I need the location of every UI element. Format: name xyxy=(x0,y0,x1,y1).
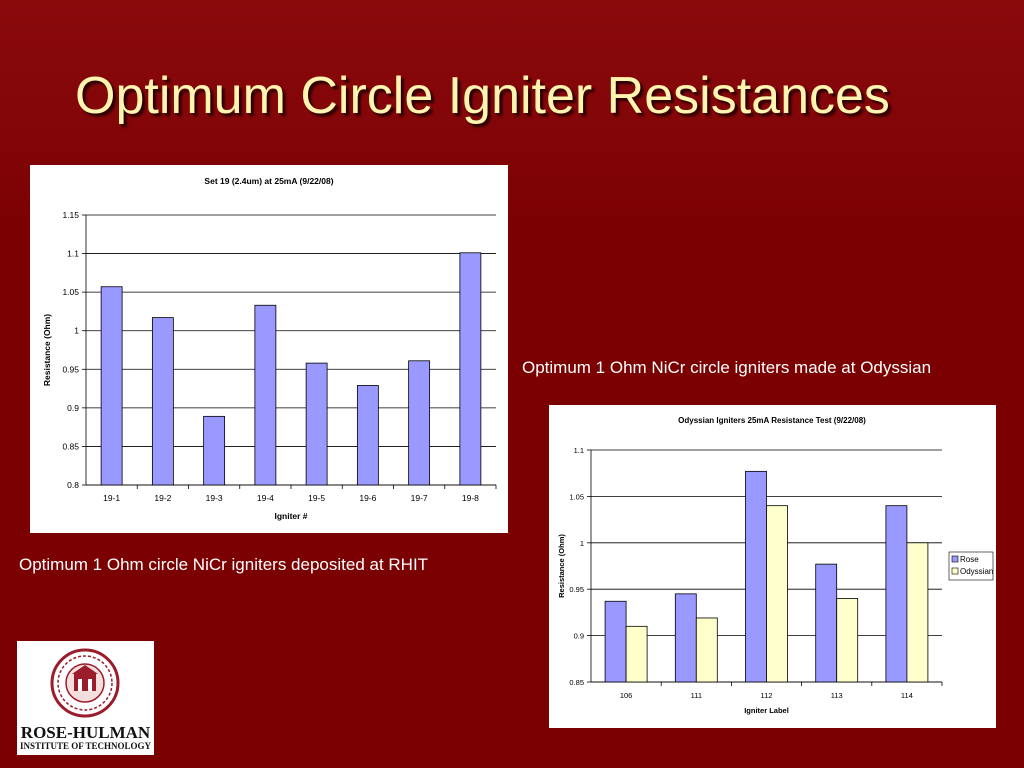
y-tick-label: 0.85 xyxy=(569,678,584,687)
y-tick-label: 1.05 xyxy=(569,492,584,501)
chart-title: Odyssian Igniters 25mA Resistance Test (… xyxy=(678,416,866,425)
y-tick-label: 0.95 xyxy=(569,585,584,594)
bar-rose xyxy=(674,593,697,683)
x-tick-label: 19-5 xyxy=(308,493,325,503)
caption-odyssian: Optimum 1 Ohm NiCr circle igniters made … xyxy=(522,358,932,377)
caption-rhit: Optimum 1 Ohm circle NiCr igniters depos… xyxy=(19,555,429,574)
bar-resistance xyxy=(459,252,482,486)
bar-odyssian xyxy=(906,542,929,683)
bar-resistance xyxy=(203,415,226,486)
x-tick-label: 19-8 xyxy=(462,493,479,503)
rose-hulman-logo: ROSE-HULMAN INSTITUTE OF TECHNOLOGY xyxy=(17,641,154,755)
bar-resistance xyxy=(408,360,431,486)
legend-swatch-rose xyxy=(951,555,959,563)
legend-label-odyssian: Odyssian xyxy=(960,567,993,576)
bar-resistance xyxy=(305,362,328,486)
bar-rose xyxy=(745,470,767,683)
x-tick-label: 112 xyxy=(761,691,773,700)
bar-odyssian xyxy=(766,505,788,683)
legend-swatch-odyssian xyxy=(951,567,959,575)
x-axis-title: Igniter Label xyxy=(744,706,789,715)
logo-subtitle: INSTITUTE OF TECHNOLOGY xyxy=(19,741,152,751)
x-tick-label: 114 xyxy=(901,691,913,700)
bar-rose xyxy=(815,563,838,683)
y-tick-label: 0.85 xyxy=(62,441,79,451)
y-tick-label: 1.15 xyxy=(62,210,79,220)
bar-resistance xyxy=(151,317,174,486)
x-tick-label: 19-2 xyxy=(154,493,171,503)
legend-label-rose: Rose xyxy=(960,555,979,564)
slide-title: Optimum Circle Igniter Resistances xyxy=(75,67,890,125)
y-tick-label: 0.9 xyxy=(574,632,584,641)
y-axis-title: Resistance (Ohm) xyxy=(557,534,566,598)
x-tick-label: 19-1 xyxy=(103,493,120,503)
rose-hulman-seal-icon xyxy=(50,648,120,718)
bar-odyssian xyxy=(625,625,648,683)
bar-resistance xyxy=(254,304,277,486)
y-tick-label: 1.1 xyxy=(574,446,584,455)
y-tick-label: 0.9 xyxy=(67,403,79,413)
bar-rose xyxy=(885,505,908,683)
odyssian-resistance-chart: Odyssian Igniters 25mA Resistance Test (… xyxy=(557,416,993,715)
x-tick-label: 19-4 xyxy=(257,493,274,503)
x-tick-label: 19-3 xyxy=(206,493,223,503)
bar-odyssian xyxy=(695,617,718,683)
rhit-resistance-chart: Set 19 (2.4um) at 25mA (9/22/08) 0.8 0.85 0… xyxy=(42,176,497,521)
x-tick-label: 113 xyxy=(831,691,843,700)
x-axis-title: Igniter # xyxy=(274,511,307,521)
bar-rose xyxy=(604,600,627,683)
bar-odyssian xyxy=(836,598,859,683)
y-tick-label: 0.8 xyxy=(67,480,79,490)
bar-resistance xyxy=(356,385,379,486)
x-tick-label: 106 xyxy=(620,691,633,700)
y-tick-label: 0.95 xyxy=(62,364,79,374)
y-tick-label: 1.05 xyxy=(62,287,79,297)
x-tick-label: 111 xyxy=(691,691,702,700)
y-tick-label: 1.1 xyxy=(67,249,79,259)
rhit-chart-panel: Set 19 (2.4um) at 25mA (9/22/08) 0.8 0.85 0… xyxy=(30,165,508,533)
x-tick-label: 19-6 xyxy=(359,493,376,503)
y-tick-label: 1 xyxy=(74,326,79,336)
chart-title: Set 19 (2.4um) at 25mA (9/22/08) xyxy=(204,176,333,186)
odyssian-chart-panel: Odyssian Igniters 25mA Resistance Test (… xyxy=(549,405,996,728)
logo-wordmark: ROSE-HULMAN xyxy=(20,723,151,742)
y-tick-label: 1 xyxy=(580,539,584,548)
x-tick-label: 19-7 xyxy=(411,493,428,503)
bar-resistance xyxy=(100,286,123,486)
y-axis-title: Resistance (Ohm) xyxy=(42,314,52,386)
